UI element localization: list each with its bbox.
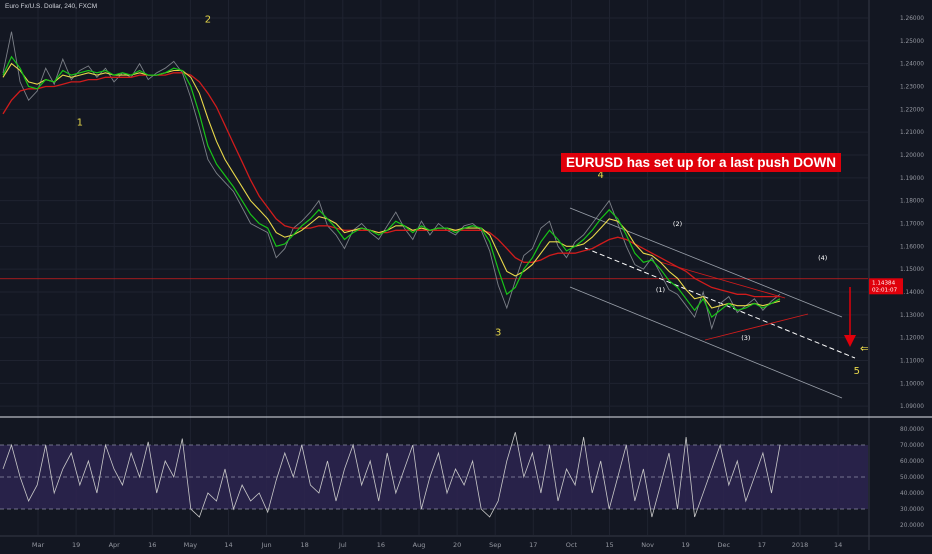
time-tick-label: Oct — [566, 541, 578, 549]
time-tick-label: Jul — [338, 541, 347, 549]
rsi-pane[interactable]: 80.0000 70.0000 60.0000 50.0000 40.0000 30.00… — [0, 416, 932, 537]
time-tick-label: Aug — [413, 541, 426, 549]
time-tick-label: Sep — [489, 541, 501, 549]
left-arrow-icon: ⇐ — [860, 342, 869, 355]
time-tick-label: 15 — [605, 541, 613, 549]
time-tick-label: 20 — [453, 541, 461, 549]
time-tick-label: 16 — [377, 541, 385, 549]
time-tick-label: 17 — [758, 541, 766, 549]
series-ma_red — [2, 72, 780, 298]
rsi-tick-label: 40.0000 — [900, 491, 924, 497]
series-ma_yellow — [2, 62, 781, 309]
time-tick-label: Dec — [718, 541, 731, 549]
time-tick-label: 14 — [224, 541, 232, 549]
rsi-line — [2, 432, 781, 518]
price-tick-label: 1.13000 — [900, 313, 924, 319]
wave-label: 1 — [77, 117, 83, 128]
rsi-tick-label: 60.0000 — [900, 459, 924, 465]
last-price-countdown: 02:01:07 — [872, 287, 898, 293]
rsi-tick-label: 80.0000 — [900, 427, 924, 433]
price-tick-label: 1.19000 — [900, 176, 924, 182]
price-tick-label: 1.16000 — [900, 244, 924, 250]
sub-wave-label: (3) — [741, 334, 750, 342]
price-tick-label: 1.24000 — [900, 62, 924, 68]
price-tick-label: 1.26000 — [900, 16, 924, 22]
price-tick-label: 1.22000 — [900, 107, 924, 113]
price-tick-label: 1.14000 — [900, 290, 924, 296]
price-tick-label: 1.10000 — [900, 381, 924, 387]
time-axis[interactable]: Mar 19 Apr 16 May 14 Jun 18 Jul 16 Aug 20 Sep 17 Oct 15… — [32, 541, 842, 549]
headline-annotation: EURUSD has set up for a last push DOWN — [561, 153, 842, 172]
time-tick-label: Mar — [32, 541, 45, 549]
sub-wave-label: (1) — [656, 286, 665, 294]
time-tick-label: Jun — [261, 541, 272, 549]
series-ma_green — [2, 55, 781, 319]
time-tick-label: Nov — [641, 541, 654, 549]
price-tick-label: 1.11000 — [900, 358, 924, 364]
wave-label: 2 — [205, 15, 211, 26]
wave-label: 4 — [598, 170, 604, 181]
time-tick-label: May — [184, 541, 198, 549]
rsi-tick-label: 70.0000 — [900, 443, 924, 449]
price-tick-label: 1.20000 — [900, 153, 924, 159]
price-tick-label: 1.15000 — [900, 267, 924, 273]
time-tick-label: Apr — [109, 541, 121, 549]
time-tick-label: 14 — [834, 541, 842, 549]
price-tick-label: 1.17000 — [900, 221, 924, 227]
channel-lower-line — [569, 286, 843, 399]
triangle-lower-line — [704, 313, 809, 341]
rsi-axis-background — [869, 418, 932, 536]
series-price — [2, 31, 781, 331]
down-arrow: ⇐ — [844, 287, 869, 355]
last-price-box — [869, 278, 903, 295]
symbol-title: Euro Fx/U.S. Dollar, 240, FXCM — [5, 3, 98, 10]
sub-wave-label: (2) — [673, 220, 682, 228]
time-tick-label: 17 — [529, 541, 537, 549]
descending-channel — [569, 207, 856, 399]
price-series — [2, 31, 781, 331]
wave-label: 5 — [854, 366, 860, 377]
down-arrow-head — [844, 335, 856, 347]
channel-upper-line — [569, 207, 843, 318]
rsi-tick-label: 50.0000 — [900, 475, 924, 481]
time-tick-label: 2018 — [792, 541, 809, 549]
rsi-tick-label: 30.0000 — [900, 507, 924, 513]
price-tick-label: 1.09000 — [900, 404, 924, 410]
time-tick-label: 18 — [301, 541, 309, 549]
price-tick-label: 1.12000 — [900, 336, 924, 342]
wave-label: 3 — [495, 327, 501, 338]
price-tick-label: 1.21000 — [900, 130, 924, 136]
price-tick-label: 1.23000 — [900, 84, 924, 90]
time-tick-label: 19 — [72, 541, 80, 549]
price-tick-label: 1.25000 — [900, 39, 924, 45]
price-tick-label: 1.18000 — [900, 199, 924, 205]
last-price-value: 1.14384 — [872, 280, 896, 286]
time-tick-label: 16 — [148, 541, 156, 549]
time-tick-label: 19 — [682, 541, 690, 549]
rsi-tick-label: 20.0000 — [900, 523, 924, 529]
sub-wave-label: (4) — [818, 254, 827, 262]
